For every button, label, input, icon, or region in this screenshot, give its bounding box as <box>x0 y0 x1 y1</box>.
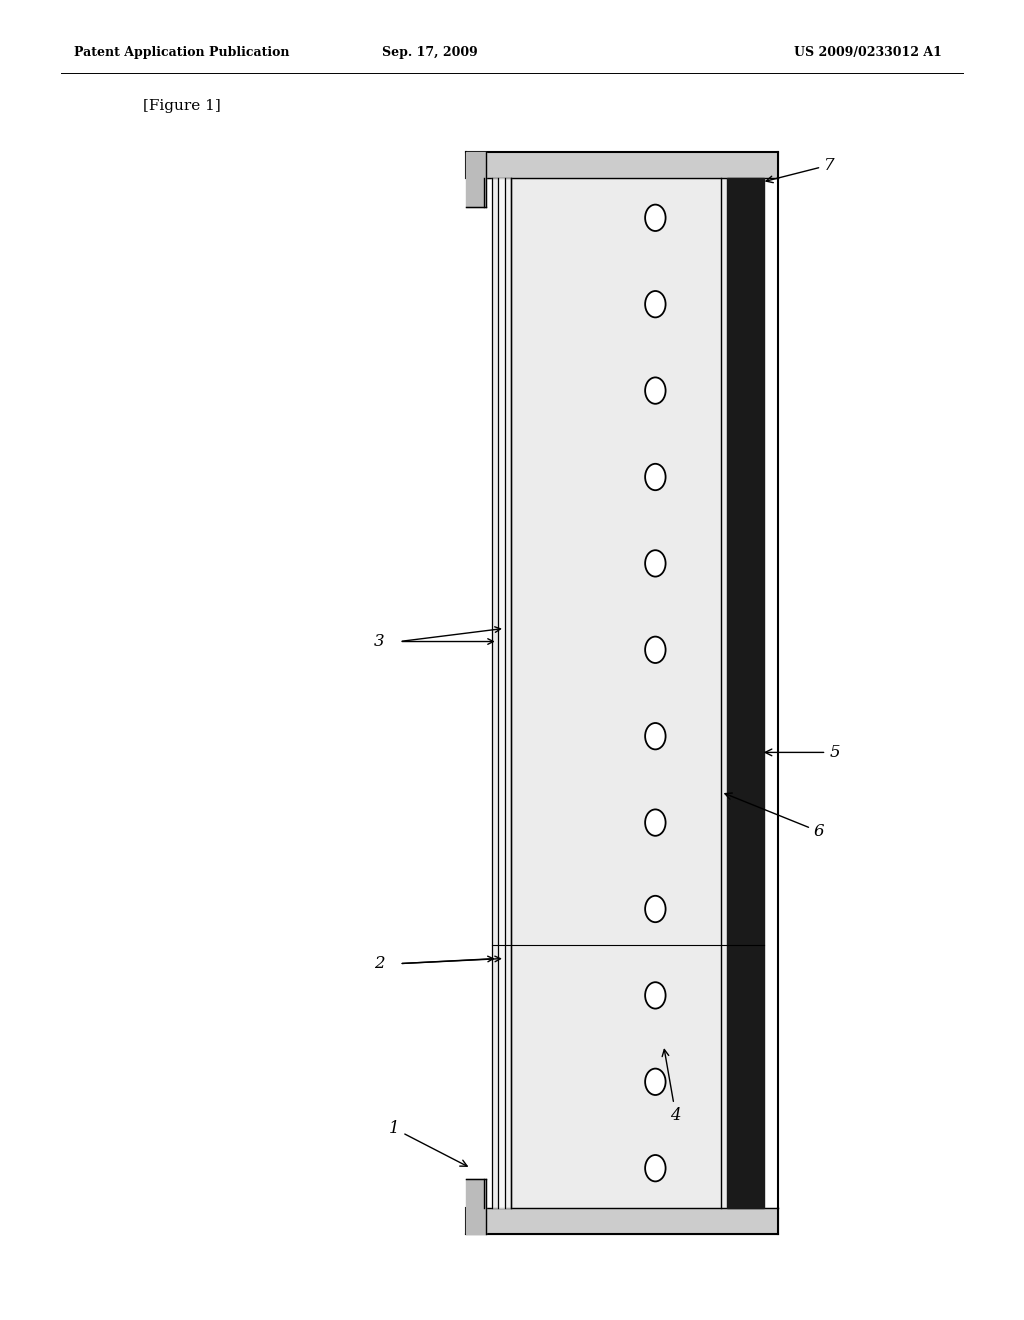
Circle shape <box>645 378 666 404</box>
Bar <box>511 178 727 1208</box>
Text: [Figure 1]: [Figure 1] <box>143 99 221 112</box>
Text: 4: 4 <box>663 1049 681 1123</box>
Text: US 2009/0233012 A1: US 2009/0233012 A1 <box>795 46 942 59</box>
Polygon shape <box>505 178 511 1208</box>
Text: Sep. 17, 2009: Sep. 17, 2009 <box>382 46 478 59</box>
Circle shape <box>645 205 666 231</box>
Circle shape <box>645 550 666 577</box>
Circle shape <box>645 290 666 317</box>
Polygon shape <box>466 152 486 207</box>
Circle shape <box>645 463 666 490</box>
Polygon shape <box>727 178 764 1208</box>
Text: 3: 3 <box>374 634 384 649</box>
Circle shape <box>645 636 666 663</box>
Polygon shape <box>492 178 498 1208</box>
Circle shape <box>645 896 666 923</box>
Polygon shape <box>498 178 505 1208</box>
Text: 6: 6 <box>725 793 824 840</box>
Circle shape <box>645 809 666 836</box>
Text: 7: 7 <box>766 157 835 182</box>
Text: 5: 5 <box>765 744 840 760</box>
Text: 2: 2 <box>374 956 384 972</box>
Text: Patent Application Publication: Patent Application Publication <box>74 46 289 59</box>
Circle shape <box>645 1069 666 1096</box>
Text: 1: 1 <box>389 1121 467 1166</box>
Circle shape <box>645 982 666 1008</box>
Circle shape <box>645 1155 666 1181</box>
Circle shape <box>645 723 666 750</box>
Polygon shape <box>466 1179 486 1234</box>
